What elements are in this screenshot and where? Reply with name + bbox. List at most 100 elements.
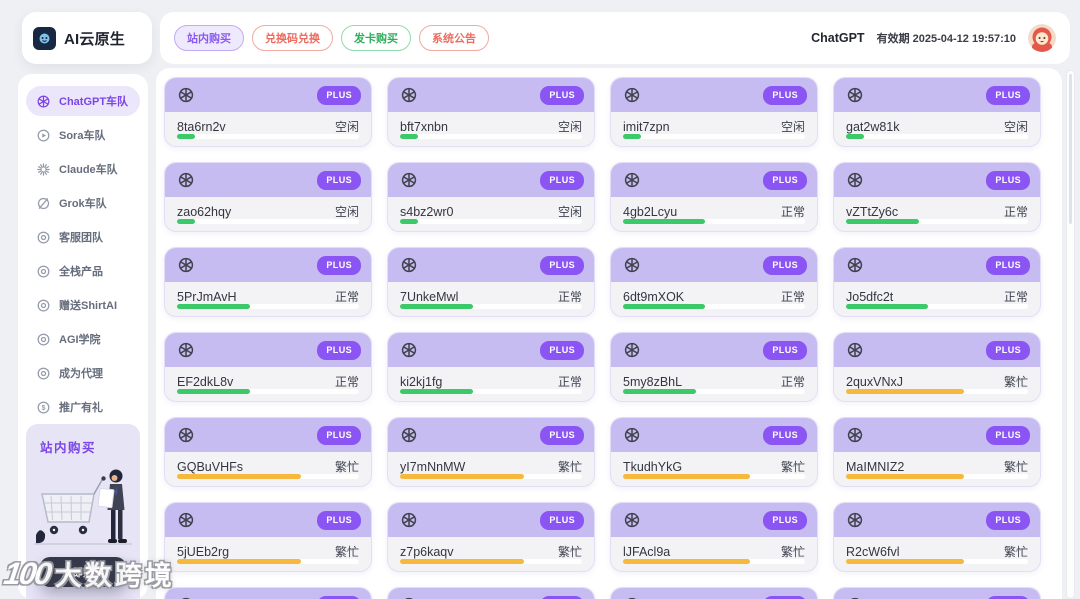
openai-icon [36, 94, 51, 109]
account-card[interactable]: PLUS [610, 587, 818, 599]
account-card[interactable]: PLUS vZTtZy6c 正常 [833, 162, 1041, 232]
sidebar-item-sora-fleet[interactable]: Sora车队 [26, 118, 140, 152]
sidebar-item-fullstack-products[interactable]: 全栈产品 [26, 254, 140, 288]
account-card[interactable]: PLUS [164, 587, 372, 599]
usage-progress-track [177, 389, 359, 394]
account-code: vZTtZy6c [846, 204, 899, 219]
account-card-header: PLUS [165, 333, 371, 367]
sidebar-item-become-agent[interactable]: 成为代理 [26, 356, 140, 390]
usage-progress-fill [177, 219, 196, 224]
scrollbar-thumb[interactable] [1069, 74, 1072, 224]
usage-progress-track [177, 559, 359, 564]
brand-card: AI云原生 [22, 12, 152, 64]
account-card[interactable]: PLUS 7UnkeMwl 正常 [387, 247, 595, 317]
plan-label: ChatGPT [811, 31, 865, 45]
account-card[interactable]: PLUS TkudhYkG 繁忙 [610, 417, 818, 487]
account-card[interactable]: PLUS 5my8zBhL 正常 [610, 332, 818, 402]
scrollbar[interactable] [1066, 70, 1075, 599]
account-card[interactable]: PLUS yI7mNnMW 繁忙 [387, 417, 595, 487]
plus-badge: PLUS [763, 85, 807, 105]
usage-progress-fill [400, 474, 524, 479]
openai-icon [177, 426, 195, 444]
account-card[interactable]: PLUS EF2dkL8v 正常 [164, 332, 372, 402]
account-card[interactable]: PLUS [387, 587, 595, 599]
sidebar-item-gift-shirtai[interactable]: 赠送ShirtAI [26, 288, 140, 322]
usage-progress-track [177, 219, 359, 224]
account-card[interactable]: PLUS 5jUEb2rg 繁忙 [164, 502, 372, 572]
sidebar-item-referral-rewards[interactable]: 推广有礼 [26, 390, 140, 424]
account-card[interactable]: PLUS 8ta6rn2v 空闲 [164, 77, 372, 147]
plus-badge: PLUS [317, 510, 361, 530]
plus-badge: PLUS [986, 170, 1030, 190]
account-card-body: zao62hqy 空闲 [165, 197, 371, 220]
usage-progress-track [400, 389, 582, 394]
account-card[interactable]: PLUS bft7xnbn 空闲 [387, 77, 595, 147]
account-card-body: vZTtZy6c 正常 [834, 197, 1040, 220]
account-card[interactable]: PLUS GQBuVHFs 繁忙 [164, 417, 372, 487]
usage-progress-track [846, 559, 1028, 564]
buy-now-button[interactable]: 立即购买 [40, 557, 126, 587]
account-code: lJFAcl9a [623, 544, 671, 559]
sidebar-item-support-team[interactable]: 客服团队 [26, 220, 140, 254]
header-button-3[interactable]: 系统公告 [419, 25, 489, 51]
account-card[interactable]: PLUS z7p6kaqv 繁忙 [387, 502, 595, 572]
account-card-header: PLUS [165, 248, 371, 282]
openai-icon [846, 341, 864, 359]
openai-icon [623, 86, 641, 104]
usage-progress-track [177, 134, 359, 139]
account-status: 繁忙 [557, 460, 582, 474]
circle-dot-icon [36, 332, 51, 347]
plus-badge: PLUS [986, 340, 1030, 360]
sidebar-item-agi-academy[interactable]: AGI学院 [26, 322, 140, 356]
usage-progress-track [623, 474, 805, 479]
account-status: 正常 [557, 375, 582, 389]
account-card[interactable]: PLUS gat2w81k 空闲 [833, 77, 1041, 147]
expiry-label: 有效期 2025-04-12 19:57:10 [876, 33, 1016, 45]
header-button-0[interactable]: 站内购买 [174, 25, 244, 51]
account-code: 5my8zBhL [623, 374, 683, 389]
account-card[interactable]: PLUS R2cW6fvl 繁忙 [833, 502, 1041, 572]
account-card-header: PLUS [611, 248, 817, 282]
account-card[interactable]: PLUS s4bz2wr0 空闲 [387, 162, 595, 232]
sidebar-item-grok-fleet[interactable]: Grok车队 [26, 186, 140, 220]
account-card[interactable]: PLUS [833, 587, 1041, 599]
usage-progress-fill [400, 389, 473, 394]
plus-badge: PLUS [763, 595, 807, 599]
account-card[interactable]: PLUS Jo5dfc2t 正常 [833, 247, 1041, 317]
account-card-body: gat2w81k 空闲 [834, 112, 1040, 135]
circle-dot-icon [36, 366, 51, 381]
account-code: Jo5dfc2t [846, 289, 894, 304]
account-card[interactable]: PLUS 4gb2Lcyu 正常 [610, 162, 818, 232]
account-card[interactable]: PLUS lJFAcl9a 繁忙 [610, 502, 818, 572]
plus-badge: PLUS [763, 425, 807, 445]
plus-badge: PLUS [540, 255, 584, 275]
header-button-2[interactable]: 发卡购买 [341, 25, 411, 51]
sidebar-item-label: AGI学院 [59, 334, 101, 346]
account-card-body: s4bz2wr0 空闲 [388, 197, 594, 220]
openai-icon [846, 171, 864, 189]
account-card[interactable]: PLUS 5PrJmAvH 正常 [164, 247, 372, 317]
account-card[interactable]: PLUS ki2kj1fg 正常 [387, 332, 595, 402]
account-card[interactable]: PLUS 2quxVNxJ 繁忙 [833, 332, 1041, 402]
account-code: 5jUEb2rg [177, 544, 230, 559]
sidebar-item-claude-fleet[interactable]: Claude车队 [26, 152, 140, 186]
user-avatar[interactable] [1028, 24, 1056, 52]
account-card[interactable]: PLUS MaIMNIZ2 繁忙 [833, 417, 1041, 487]
sidebar-item-chatgpt-fleet[interactable]: ChatGPT车队 [26, 86, 140, 116]
header-button-1[interactable]: 兑换码兑换 [252, 25, 333, 51]
account-card-body: TkudhYkG 繁忙 [611, 452, 817, 475]
header-account-info: ChatGPT 有效期 2025-04-12 19:57:10 [811, 24, 1056, 52]
usage-progress-fill [846, 219, 919, 224]
usage-progress-fill [846, 134, 865, 139]
account-card-header: PLUS [834, 588, 1040, 599]
account-card[interactable]: PLUS imit7zpn 空闲 [610, 77, 818, 147]
main-panel: PLUS 8ta6rn2v 空闲 PLUS bft7xnbn 空闲 PLUS i… [156, 68, 1062, 599]
account-card-body: R2cW6fvl 繁忙 [834, 537, 1040, 560]
openai-icon [846, 256, 864, 274]
account-code: MaIMNIZ2 [846, 459, 905, 474]
claude-icon [36, 162, 51, 177]
usage-progress-track [846, 389, 1028, 394]
header-quick-actions: 站内购买 兑换码兑换 发卡购买 系统公告 [166, 25, 489, 51]
account-card[interactable]: PLUS 6dt9mXOK 正常 [610, 247, 818, 317]
account-card[interactable]: PLUS zao62hqy 空闲 [164, 162, 372, 232]
